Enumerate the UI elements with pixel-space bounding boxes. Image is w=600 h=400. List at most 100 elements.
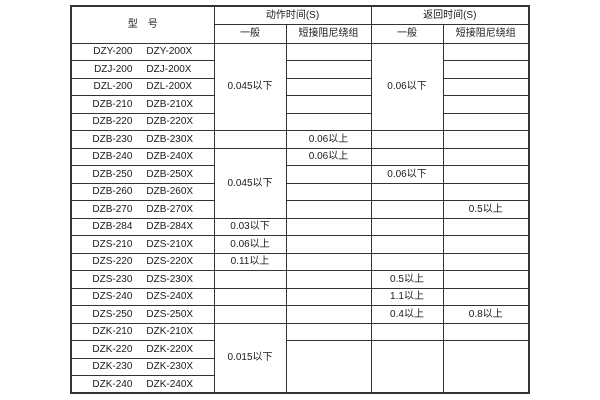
action-general-cell: 0.015以下: [213, 322, 287, 394]
action-damping-cell: [285, 95, 372, 114]
return-general-cell: 0.5以上: [370, 270, 444, 289]
table-body: DZY-200 DZY-200X 0.045以下 0.06以下 DZJ-200 DZ…: [70, 42, 530, 394]
return-damping-cell: 0.8以上: [442, 305, 530, 324]
table-row: DZS-230 DZS-230X 0.5以上: [70, 270, 530, 289]
action-damping-cell: [285, 322, 372, 341]
model-cell: DZB-250 DZB-250X: [70, 165, 215, 184]
model-name-x: DZK-230X: [146, 361, 194, 373]
header-return-damping: 短接阻尼绕组: [442, 23, 530, 44]
table-row: DZS-250 DZS-250X 0.4以上 0.8以上: [70, 305, 530, 324]
model-name-x: DZS-210X: [146, 238, 194, 250]
model-name-x: DZL-200X: [146, 81, 192, 93]
return-damping-cell: [442, 130, 530, 149]
action-damping-cell: [285, 182, 372, 201]
model-name: DZB-284: [92, 221, 133, 233]
model-name: DZB-270: [92, 203, 133, 215]
action-general-cell: 0.045以下: [213, 42, 287, 131]
model-cell: DZS-210 DZS-210X: [70, 235, 215, 254]
header-action-damping: 短接阻尼绕组: [285, 23, 372, 44]
return-damping-cell: [442, 235, 530, 254]
table-row: DZS-240 DZS-240X 1.1以上: [70, 287, 530, 306]
action-general-cell: [213, 305, 287, 324]
action-general-cell: 0.06以上: [213, 235, 287, 254]
header-action-general: 一般: [213, 23, 287, 44]
model-name-x: DZK-240X: [146, 378, 194, 390]
return-damping-cell: [442, 322, 530, 341]
model-name: DZS-220: [92, 256, 133, 268]
header-return-time: 返回时间(S): [370, 5, 530, 25]
action-damping-cell: [285, 112, 372, 131]
table-row: DZS-210 DZS-210X 0.06以上: [70, 235, 530, 254]
timing-spec-table: 型 号 动作时间(S) 返回时间(S) 一般 短接阻尼绕组 一般 短接阻尼绕组 …: [70, 5, 530, 394]
return-general-cell: [370, 322, 444, 341]
return-damping-cell: [442, 270, 530, 289]
model-name: DZJ-200: [94, 63, 133, 75]
action-general-cell: 0.03以下: [213, 217, 287, 236]
table-row: DZB-260 DZB-260X: [70, 182, 530, 201]
model-name: DZS-210: [92, 238, 133, 250]
model-cell: DZB-230 DZB-230X: [70, 130, 215, 149]
return-damping-cell: [442, 165, 530, 184]
action-damping-cell: [285, 340, 372, 394]
return-general-cell: [370, 217, 444, 236]
model-cell: DZL-200 DZL-200X: [70, 77, 215, 96]
table-row: DZB-250 DZB-250X 0.06以下: [70, 165, 530, 184]
model-cell: DZB-270 DZB-270X: [70, 200, 215, 219]
return-damping-cell: [442, 95, 530, 114]
table-row: DZY-200 DZY-200X 0.045以下 0.06以下: [70, 42, 530, 131]
action-damping-cell: [285, 42, 372, 61]
action-damping-cell: 0.06以上: [285, 147, 372, 166]
action-damping-cell: [285, 252, 372, 271]
action-damping-cell: [285, 217, 372, 236]
model-cell: DZB-220 DZB-220X: [70, 112, 215, 131]
table-row: DZK-220 DZK-220X: [70, 340, 530, 394]
model-name-x: DZS-220X: [146, 256, 194, 268]
action-general-cell: [213, 270, 287, 289]
return-general-cell: [370, 147, 444, 166]
model-name-x: DZJ-200X: [146, 63, 192, 75]
table-row: DZJ-200 DZJ-200X: [70, 60, 530, 79]
return-damping-cell: [442, 42, 530, 61]
model-name: DZB-230: [92, 133, 133, 145]
model-name-x: DZB-250X: [146, 168, 194, 180]
model-name: DZK-240: [92, 378, 133, 390]
return-general-cell: 0.06以下: [370, 165, 444, 184]
model-name: DZY-200: [93, 46, 133, 58]
table-row: DZL-200 DZL-200X: [70, 77, 530, 96]
model-name-x: DZB-240X: [146, 151, 194, 163]
model-name: DZB-220: [92, 116, 133, 128]
table-row: DZB-240 DZB-240X 0.045以下 0.06以上: [70, 147, 530, 219]
action-damping-cell: [285, 270, 372, 289]
model-name: DZL-200: [93, 81, 133, 93]
model-name: DZS-250: [92, 308, 133, 320]
action-damping-cell: [285, 60, 372, 79]
action-damping-cell: [285, 305, 372, 324]
return-general-cell: [370, 130, 444, 149]
table-row: DZS-220 DZS-220X 0.11以上: [70, 252, 530, 271]
model-cell: DZS-220 DZS-220X: [70, 252, 215, 271]
action-damping-cell: [285, 235, 372, 254]
table-row: DZB-284 DZB-284X 0.03以下: [70, 217, 530, 236]
return-general-cell: 1.1以上: [370, 287, 444, 306]
header-row-groups: 型 号 动作时间(S) 返回时间(S): [70, 5, 530, 44]
model-name-x: DZB-270X: [146, 203, 194, 215]
model-name: DZB-250: [92, 168, 133, 180]
table-row: DZK-230 DZK-230X: [70, 357, 529, 376]
table-row: DZK-210 DZK-210X 0.015以下: [70, 322, 530, 394]
return-general-cell: [370, 340, 444, 394]
model-name: DZB-240: [92, 151, 133, 163]
model-name: DZK-220: [92, 343, 133, 355]
return-damping-cell: [442, 182, 530, 201]
action-general-cell: [213, 130, 287, 149]
table-row: DZB-210 DZB-210X: [70, 95, 530, 114]
action-general-cell: 0.045以下: [213, 147, 287, 219]
model-name-x: DZK-210X: [146, 326, 194, 338]
return-damping-cell: 0.5以上: [442, 200, 530, 219]
return-damping-cell: [442, 112, 530, 131]
return-damping-cell: [442, 60, 530, 79]
model-cell: DZB-210 DZB-210X: [70, 95, 215, 114]
return-general-cell: [370, 252, 444, 271]
model-name-x: DZS-250X: [146, 308, 194, 320]
action-damping-cell: [285, 287, 372, 306]
